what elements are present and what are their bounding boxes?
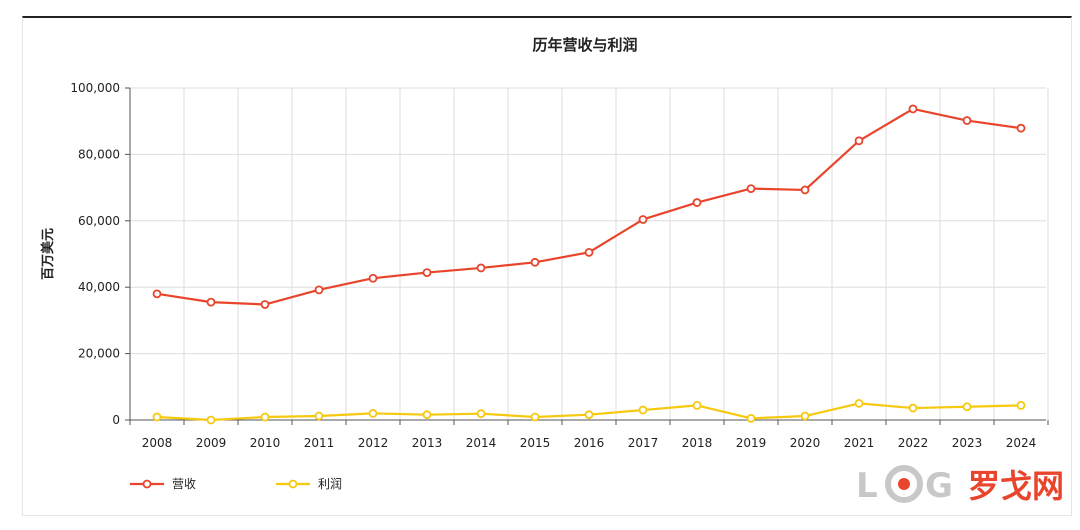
x-tick-label: 2011 [304, 436, 335, 450]
y-tick-labels: 0 20,000 40,000 60,000 80,000 100,000 [70, 81, 120, 427]
x-tick-label: 2015 [520, 436, 551, 450]
legend-item-1[interactable]: 利润 [276, 477, 342, 491]
axes [125, 87, 1049, 425]
data-point [800, 185, 810, 195]
data-point [368, 273, 378, 283]
x-tick-label: 2022 [898, 436, 929, 450]
y-tick-label: 100,000 [70, 81, 120, 95]
legend-marker-icon [288, 479, 298, 489]
data-point [800, 411, 810, 421]
data-point [692, 400, 702, 410]
watermark-letter-g: G [925, 466, 953, 506]
legend-marker-icon [142, 479, 152, 489]
data-point [854, 398, 864, 408]
x-tick-label: 2016 [574, 436, 605, 450]
data-point [476, 263, 486, 273]
legend-label: 利润 [318, 477, 342, 491]
grid [130, 87, 1049, 420]
data-point [746, 413, 756, 423]
y-axis-label: 百万美元 [40, 228, 56, 280]
data-point [1016, 123, 1026, 133]
data-point [530, 257, 540, 267]
x-tick-label: 2009 [196, 436, 227, 450]
data-point [206, 415, 216, 425]
data-point [908, 104, 918, 114]
data-point [260, 300, 270, 309]
x-tick-label: 2020 [790, 436, 821, 450]
legend[interactable]: 营收 利润 [130, 477, 342, 491]
x-tick-label: 2021 [844, 436, 875, 450]
data-point [260, 412, 270, 422]
x-tick-label: 2018 [682, 436, 713, 450]
x-tick-label: 2019 [736, 436, 767, 450]
y-tick-label: 0 [112, 413, 120, 427]
data-point [476, 409, 486, 419]
data-point [152, 289, 162, 299]
x-tick-label: 2010 [250, 436, 281, 450]
data-point [908, 403, 918, 413]
data-point [962, 116, 972, 125]
y-tick-label: 20,000 [78, 347, 120, 361]
y-tick-label: 60,000 [78, 214, 120, 228]
chart-title: 历年营收与利润 [532, 36, 637, 54]
data-point [422, 410, 432, 420]
x-tick-label: 2024 [1006, 436, 1037, 450]
x-tick-label: 2008 [142, 436, 173, 450]
series-layer [152, 104, 1026, 425]
x-tick-label: 2014 [466, 436, 497, 450]
watermark-logo: L G 罗戈网 [856, 465, 1064, 506]
data-point [1016, 400, 1026, 410]
data-point [854, 136, 864, 146]
data-point [314, 411, 324, 421]
data-point [638, 215, 648, 224]
x-tick-label: 2012 [358, 436, 389, 450]
series-line-0 [156, 107, 1022, 306]
data-point [530, 412, 540, 422]
watermark-letter-l: L [856, 466, 878, 506]
data-point [584, 410, 594, 420]
watermark-text: 罗戈网 [968, 467, 1064, 505]
data-point [422, 268, 432, 277]
x-tick-label: 2017 [628, 436, 659, 450]
y-tick-label: 40,000 [78, 280, 120, 294]
data-point [692, 198, 702, 207]
data-point [152, 412, 162, 422]
data-point [206, 297, 216, 307]
data-point [314, 285, 324, 295]
data-point [746, 184, 756, 193]
watermark-ring-icon [885, 465, 923, 503]
data-point [962, 402, 972, 412]
x-tick-label: 2013 [412, 436, 443, 450]
legend-item-0[interactable]: 营收 [130, 477, 196, 491]
y-tick-label: 80,000 [78, 147, 120, 161]
data-point [368, 408, 378, 418]
chart-frame [22, 16, 1072, 516]
watermark-dot-icon [898, 478, 910, 490]
data-point [584, 247, 594, 257]
data-point [638, 405, 648, 415]
x-tick-label: 2023 [952, 436, 983, 450]
legend-label: 营收 [172, 477, 196, 491]
x-tick-labels: 2008 2009 2010 2011 2012 2013 2014 2015 2016 2017… [142, 436, 1037, 450]
